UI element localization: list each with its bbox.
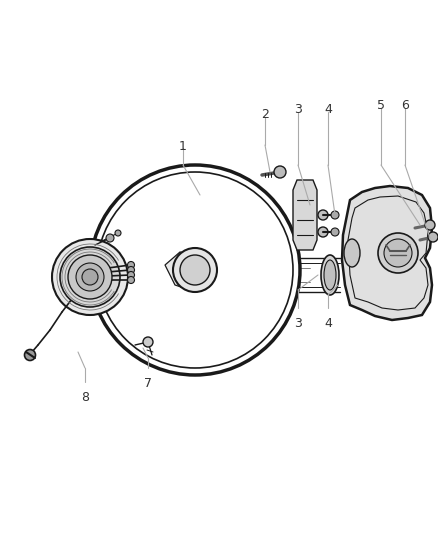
Circle shape [68, 255, 112, 299]
Polygon shape [342, 186, 432, 320]
Circle shape [52, 239, 128, 315]
Circle shape [127, 271, 134, 279]
Circle shape [127, 277, 134, 284]
Polygon shape [293, 180, 317, 250]
Circle shape [331, 228, 339, 236]
Circle shape [274, 166, 286, 178]
Circle shape [173, 248, 217, 292]
Text: 8: 8 [81, 391, 89, 404]
Circle shape [82, 269, 98, 285]
Circle shape [318, 227, 328, 237]
Circle shape [115, 230, 121, 236]
Circle shape [428, 232, 438, 242]
Circle shape [384, 239, 412, 267]
Circle shape [180, 255, 210, 285]
Text: 5: 5 [377, 99, 385, 112]
Ellipse shape [324, 260, 336, 290]
Circle shape [318, 210, 328, 220]
Circle shape [90, 165, 300, 375]
Circle shape [143, 337, 153, 347]
Circle shape [127, 262, 134, 269]
Ellipse shape [344, 239, 360, 267]
Circle shape [76, 263, 104, 291]
Text: 3: 3 [294, 103, 302, 116]
Text: 1: 1 [179, 140, 187, 153]
Circle shape [106, 234, 114, 242]
Text: 7: 7 [144, 377, 152, 390]
Text: 2: 2 [261, 108, 269, 121]
Circle shape [127, 266, 134, 273]
Circle shape [425, 220, 435, 230]
Text: 4: 4 [324, 103, 332, 116]
Circle shape [25, 350, 35, 360]
Text: 4: 4 [324, 317, 332, 330]
Circle shape [60, 247, 120, 307]
Circle shape [378, 233, 418, 273]
Polygon shape [165, 252, 215, 290]
Ellipse shape [321, 255, 339, 295]
Circle shape [331, 211, 339, 219]
Text: 6: 6 [401, 99, 409, 112]
Text: 3: 3 [294, 317, 302, 330]
